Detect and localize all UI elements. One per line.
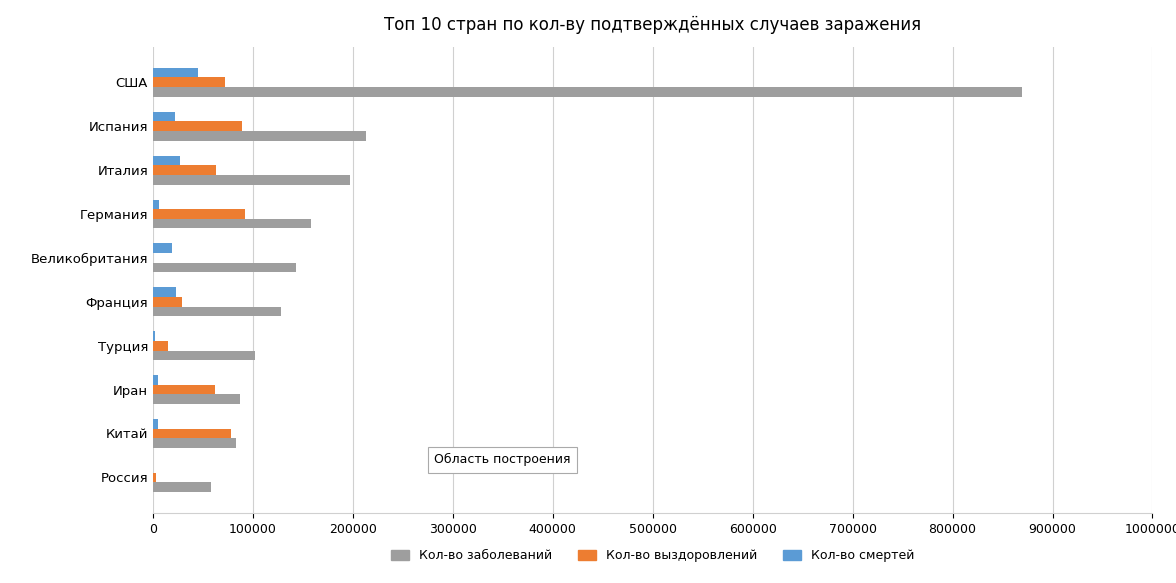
Title: Топ 10 стран по кол-ву подтверждённых случаев заражения: Топ 10 стран по кол-ву подтверждённых сл… bbox=[385, 16, 921, 34]
Text: Область построения: Область построения bbox=[434, 453, 572, 466]
Bar bbox=[153, 394, 240, 404]
Bar bbox=[153, 131, 366, 141]
Bar bbox=[153, 175, 350, 185]
Bar bbox=[153, 112, 175, 121]
Bar bbox=[153, 209, 245, 219]
Bar bbox=[153, 263, 296, 272]
Bar bbox=[153, 156, 180, 166]
Bar bbox=[153, 244, 173, 253]
Bar bbox=[153, 219, 310, 229]
Legend: Кол-во заболеваний, Кол-во выздоровлений, Кол-во смертей: Кол-во заболеваний, Кол-во выздоровлений… bbox=[386, 545, 920, 567]
Bar bbox=[153, 68, 199, 78]
Bar bbox=[153, 166, 216, 175]
Bar bbox=[153, 375, 159, 385]
Bar bbox=[153, 87, 1022, 97]
Bar bbox=[153, 287, 176, 297]
Bar bbox=[153, 473, 156, 482]
Bar bbox=[153, 419, 158, 429]
Bar bbox=[153, 331, 155, 341]
Bar bbox=[153, 429, 230, 438]
Bar bbox=[153, 341, 168, 350]
Bar bbox=[153, 482, 211, 492]
Bar bbox=[153, 78, 225, 87]
Bar bbox=[153, 385, 215, 394]
Bar bbox=[153, 350, 255, 360]
Bar bbox=[153, 297, 182, 307]
Bar bbox=[153, 121, 242, 131]
Bar bbox=[153, 199, 159, 209]
Bar bbox=[153, 307, 281, 316]
Bar bbox=[153, 438, 235, 448]
